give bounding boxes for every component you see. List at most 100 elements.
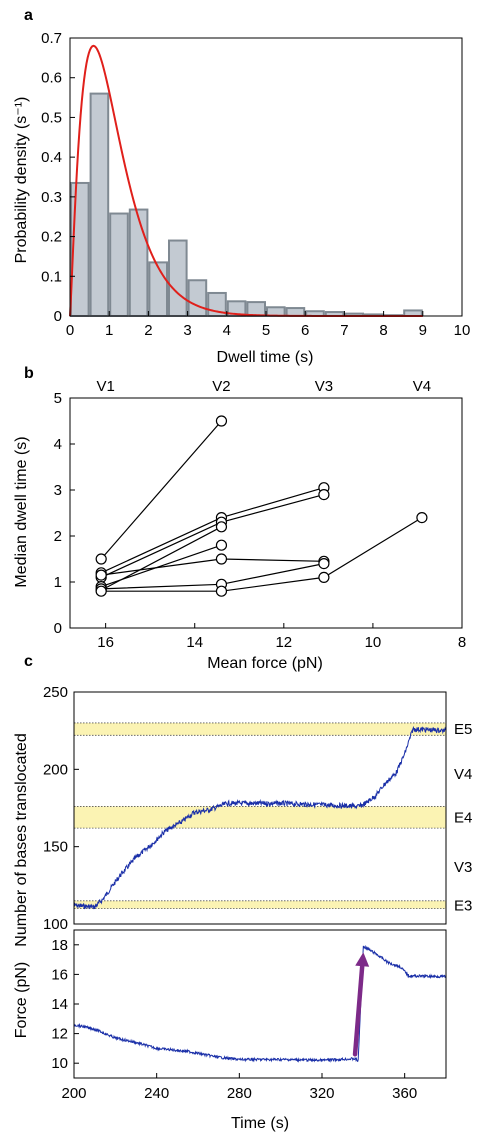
histogram-bar-11: [285, 307, 306, 317]
x-tick-label-b: 12: [275, 634, 292, 651]
y-tick-label-c-top: 250: [43, 684, 68, 701]
x-tick-label-a: 4: [223, 322, 231, 339]
data-point-0-1: [215, 415, 228, 427]
state-label-E5: E5: [454, 721, 472, 738]
data-point-7-3: [416, 511, 428, 524]
y-tick-label-c-top: 200: [43, 761, 68, 778]
y-tick-label-b: 4: [54, 436, 62, 453]
translocation-trace-chart: 100 150 200 250 E5 V4 E4 V3 E3 10 12 14 16 18 200 240 28…: [43, 684, 472, 1102]
state-label-E3: E3: [454, 897, 472, 914]
y-tick-label-c-top: 100: [43, 916, 68, 933]
x-tick-label-a: 7: [340, 322, 348, 339]
series-line-0: [100, 420, 222, 560]
x-tick-label-a: 6: [301, 322, 309, 339]
state-label-V4: V4: [454, 766, 472, 783]
histogram-bar-2: [109, 212, 129, 317]
histogram-bar-4: [148, 261, 168, 317]
velocity-label: V1: [96, 378, 114, 395]
velocity-label: V3: [315, 378, 333, 395]
x-axis-label-a: Dwell time (s): [217, 349, 314, 366]
state-label-E4: E4: [454, 809, 472, 826]
data-point-4-1: [215, 539, 228, 551]
x-tick-label-a: 0: [66, 322, 74, 339]
x-tick-label-a: 8: [379, 322, 387, 339]
x-tick-label-b: 14: [186, 634, 203, 651]
data-point-7-2: [318, 571, 330, 584]
panel-label-b: b: [24, 365, 34, 382]
y-tick-label-c-bottom: 14: [51, 996, 68, 1013]
x-tick-label-b: 8: [458, 634, 466, 651]
data-point-7-0: [95, 585, 107, 597]
x-tick-label-b: 16: [97, 634, 114, 651]
x-axis-label-b: Mean force (pN): [207, 655, 323, 672]
histogram-bar-9: [246, 301, 266, 318]
plot-frame-a: [69, 37, 463, 317]
plot-frame-c-bottom: [73, 929, 447, 1079]
x-tick-label-b: 10: [365, 634, 382, 651]
state-band-E5: [74, 722, 446, 736]
histogram-bar-1: [89, 92, 110, 317]
x-axis-label-c: Time (s): [231, 1115, 289, 1132]
data-point-0-0: [95, 553, 107, 565]
panel-label-c: c: [24, 653, 33, 670]
y-tick-label-b: 1: [54, 574, 62, 591]
series-line-2: [100, 494, 325, 578]
bases-trace: [73, 725, 447, 910]
force-trace: [73, 945, 447, 1063]
y-axis-label-c-bottom: Force (pN): [13, 962, 30, 1038]
panel-label-a: a: [24, 7, 33, 24]
histogram-chart: 0 1 2 3 4 5 6 7 8 9 10 0 0.1 0.2 0.3 0.4 0.5 0.6 0.7: [41, 30, 470, 339]
y-axis-label-a: Probability density (s⁻¹): [13, 97, 30, 264]
histogram-bar-6: [187, 279, 208, 317]
state-band-E4: [74, 806, 446, 829]
y-axis-label-b: Median dwell time (s): [13, 436, 30, 587]
y-tick-label-c-bottom: 10: [51, 1055, 68, 1072]
y-tick-label-a: 0.1: [41, 268, 62, 285]
y-tick-label-a: 0: [54, 308, 62, 325]
x-tick-label-a: 1: [105, 322, 113, 339]
x-tick-label-c: 360: [392, 1085, 417, 1102]
series-line-4: [100, 544, 222, 588]
data-point-5-0: [95, 569, 107, 581]
data-point-2-2: [318, 489, 330, 501]
series-line-7: [101, 517, 423, 592]
y-axis-label-c-top: Number of bases translocated: [13, 733, 30, 946]
velocity-label: V4: [413, 378, 431, 395]
histogram-bar-5: [168, 239, 188, 318]
histogram-bar-3: [128, 208, 149, 318]
plot-frame-b: [69, 397, 463, 629]
data-point-3-1: [215, 521, 228, 533]
y-tick-label-a: 0.6: [41, 70, 62, 87]
y-tick-label-b: 2: [54, 528, 62, 545]
y-tick-label-b: 5: [54, 390, 62, 407]
state-band-E3: [74, 900, 446, 909]
x-tick-label-a: 10: [454, 322, 471, 339]
x-tick-label-c: 320: [309, 1085, 334, 1102]
x-tick-label-a: 5: [262, 322, 270, 339]
x-tick-label-c: 200: [61, 1085, 86, 1102]
plot-frame-c-top: [73, 691, 447, 925]
x-tick-label-c: 240: [144, 1085, 169, 1102]
y-tick-label-a: 0.7: [41, 30, 62, 47]
y-tick-label-b: 3: [54, 482, 62, 499]
y-tick-label-a: 0.4: [41, 149, 62, 166]
data-point-5-1: [215, 553, 228, 565]
x-tick-label-a: 9: [419, 322, 427, 339]
x-tick-label-a: 3: [183, 322, 191, 339]
data-point-6-2: [318, 557, 330, 570]
y-tick-label-c-bottom: 12: [51, 1026, 68, 1043]
y-tick-label-c-bottom: 18: [51, 937, 68, 954]
y-tick-label-b: 0: [54, 620, 62, 637]
state-label-V3: V3: [454, 859, 472, 876]
y-tick-label-c-top: 150: [43, 839, 68, 856]
force-jump-arrow: [352, 963, 365, 1057]
x-tick-label-c: 280: [227, 1085, 252, 1102]
y-tick-label-a: 0.3: [41, 189, 62, 206]
series-line-6: [101, 563, 325, 590]
x-tick-label-a: 2: [144, 322, 152, 339]
y-tick-label-a: 0.2: [41, 229, 62, 246]
arrow-head: [355, 952, 370, 967]
data-point-7-1: [215, 585, 228, 597]
